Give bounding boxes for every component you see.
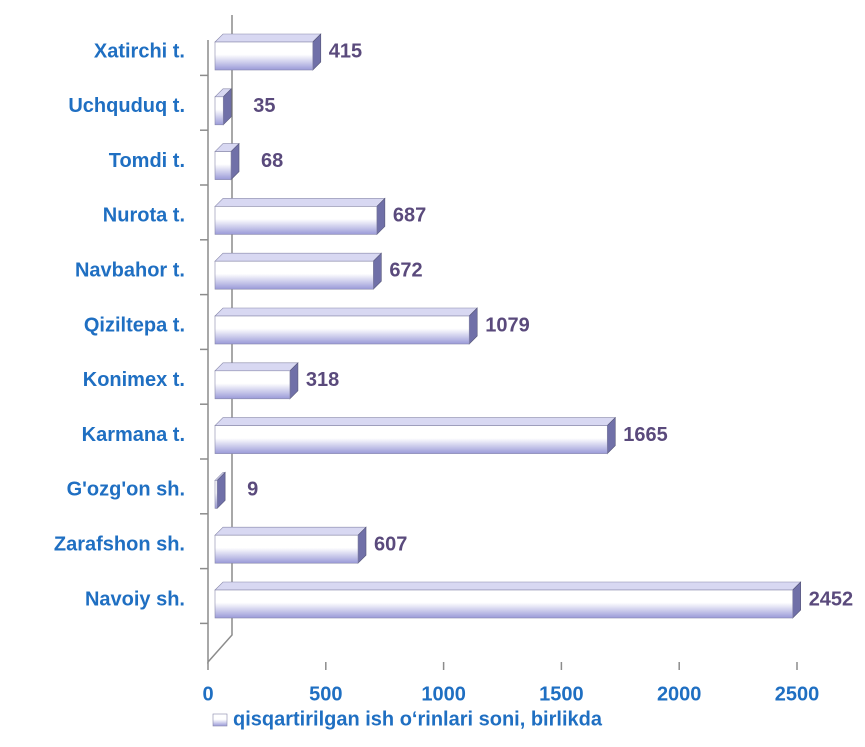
data-label: 9 (247, 479, 258, 501)
y-tick-label: Konimex t. (83, 369, 185, 391)
bar (214, 88, 232, 126)
bar (214, 471, 226, 510)
bar (214, 197, 386, 236)
bar (214, 526, 367, 564)
bar-face (214, 526, 367, 536)
bar-face (214, 41, 314, 71)
y-tick-label: Qiziltepa t. (84, 314, 185, 336)
y-tick-label: Uchquduq t. (68, 95, 185, 117)
bar-face (214, 534, 359, 564)
data-label: 318 (306, 369, 339, 391)
bar-face (214, 198, 386, 207)
bar-face (214, 315, 470, 345)
bar (214, 416, 616, 455)
bar-face (214, 581, 802, 591)
data-label: 1665 (623, 424, 668, 446)
y-tick-label: Xatirchi t. (94, 40, 185, 62)
y-tick-label: Tomdi t. (109, 150, 185, 172)
data-label: 1079 (485, 314, 530, 336)
bar-face (214, 417, 616, 426)
bar-face (214, 370, 291, 400)
y-tick-label: Karmana t. (82, 424, 185, 446)
x-tick-label: 2500 (775, 683, 820, 705)
bar (214, 142, 240, 181)
data-label: 68 (261, 150, 283, 172)
bar (214, 33, 322, 71)
bar-face (214, 33, 322, 43)
bar-face (214, 260, 374, 290)
bar (214, 252, 383, 290)
bar-face (214, 362, 299, 372)
x-tick-label: 500 (309, 683, 342, 705)
bar (214, 362, 299, 400)
data-label: 2452 (809, 588, 854, 610)
legend-swatch (212, 713, 228, 727)
bar-face (214, 252, 383, 262)
bar-face (214, 425, 608, 454)
x-tick-label: 0 (202, 683, 213, 705)
y-tick-label: Navbahor t. (75, 259, 185, 281)
bar-face (214, 589, 793, 619)
y-tick-label: Navoiy sh. (85, 588, 185, 610)
legend-label: qisqartirilgan ish o‘rinlari soni, birli… (233, 708, 603, 730)
y-tick-label: Zarafshon sh. (54, 533, 185, 555)
y-tick-label: G'ozg'on sh. (67, 479, 185, 501)
y-tick-label: Nurota t. (103, 205, 185, 227)
bar-face (214, 151, 232, 180)
data-label: 687 (393, 205, 426, 227)
bar-face (214, 480, 218, 509)
x-tick-label: 1500 (539, 683, 584, 705)
bar (214, 307, 478, 345)
bar-face (214, 307, 478, 317)
data-label: 672 (389, 259, 422, 281)
x-tick-label: 1000 (421, 683, 466, 705)
data-label: 35 (253, 95, 275, 117)
bar-face (214, 96, 224, 126)
bar-face (214, 206, 378, 235)
data-label: 415 (329, 40, 362, 62)
x-tick-label: 2000 (657, 683, 702, 705)
data-label: 607 (374, 533, 407, 555)
bar (214, 581, 802, 619)
